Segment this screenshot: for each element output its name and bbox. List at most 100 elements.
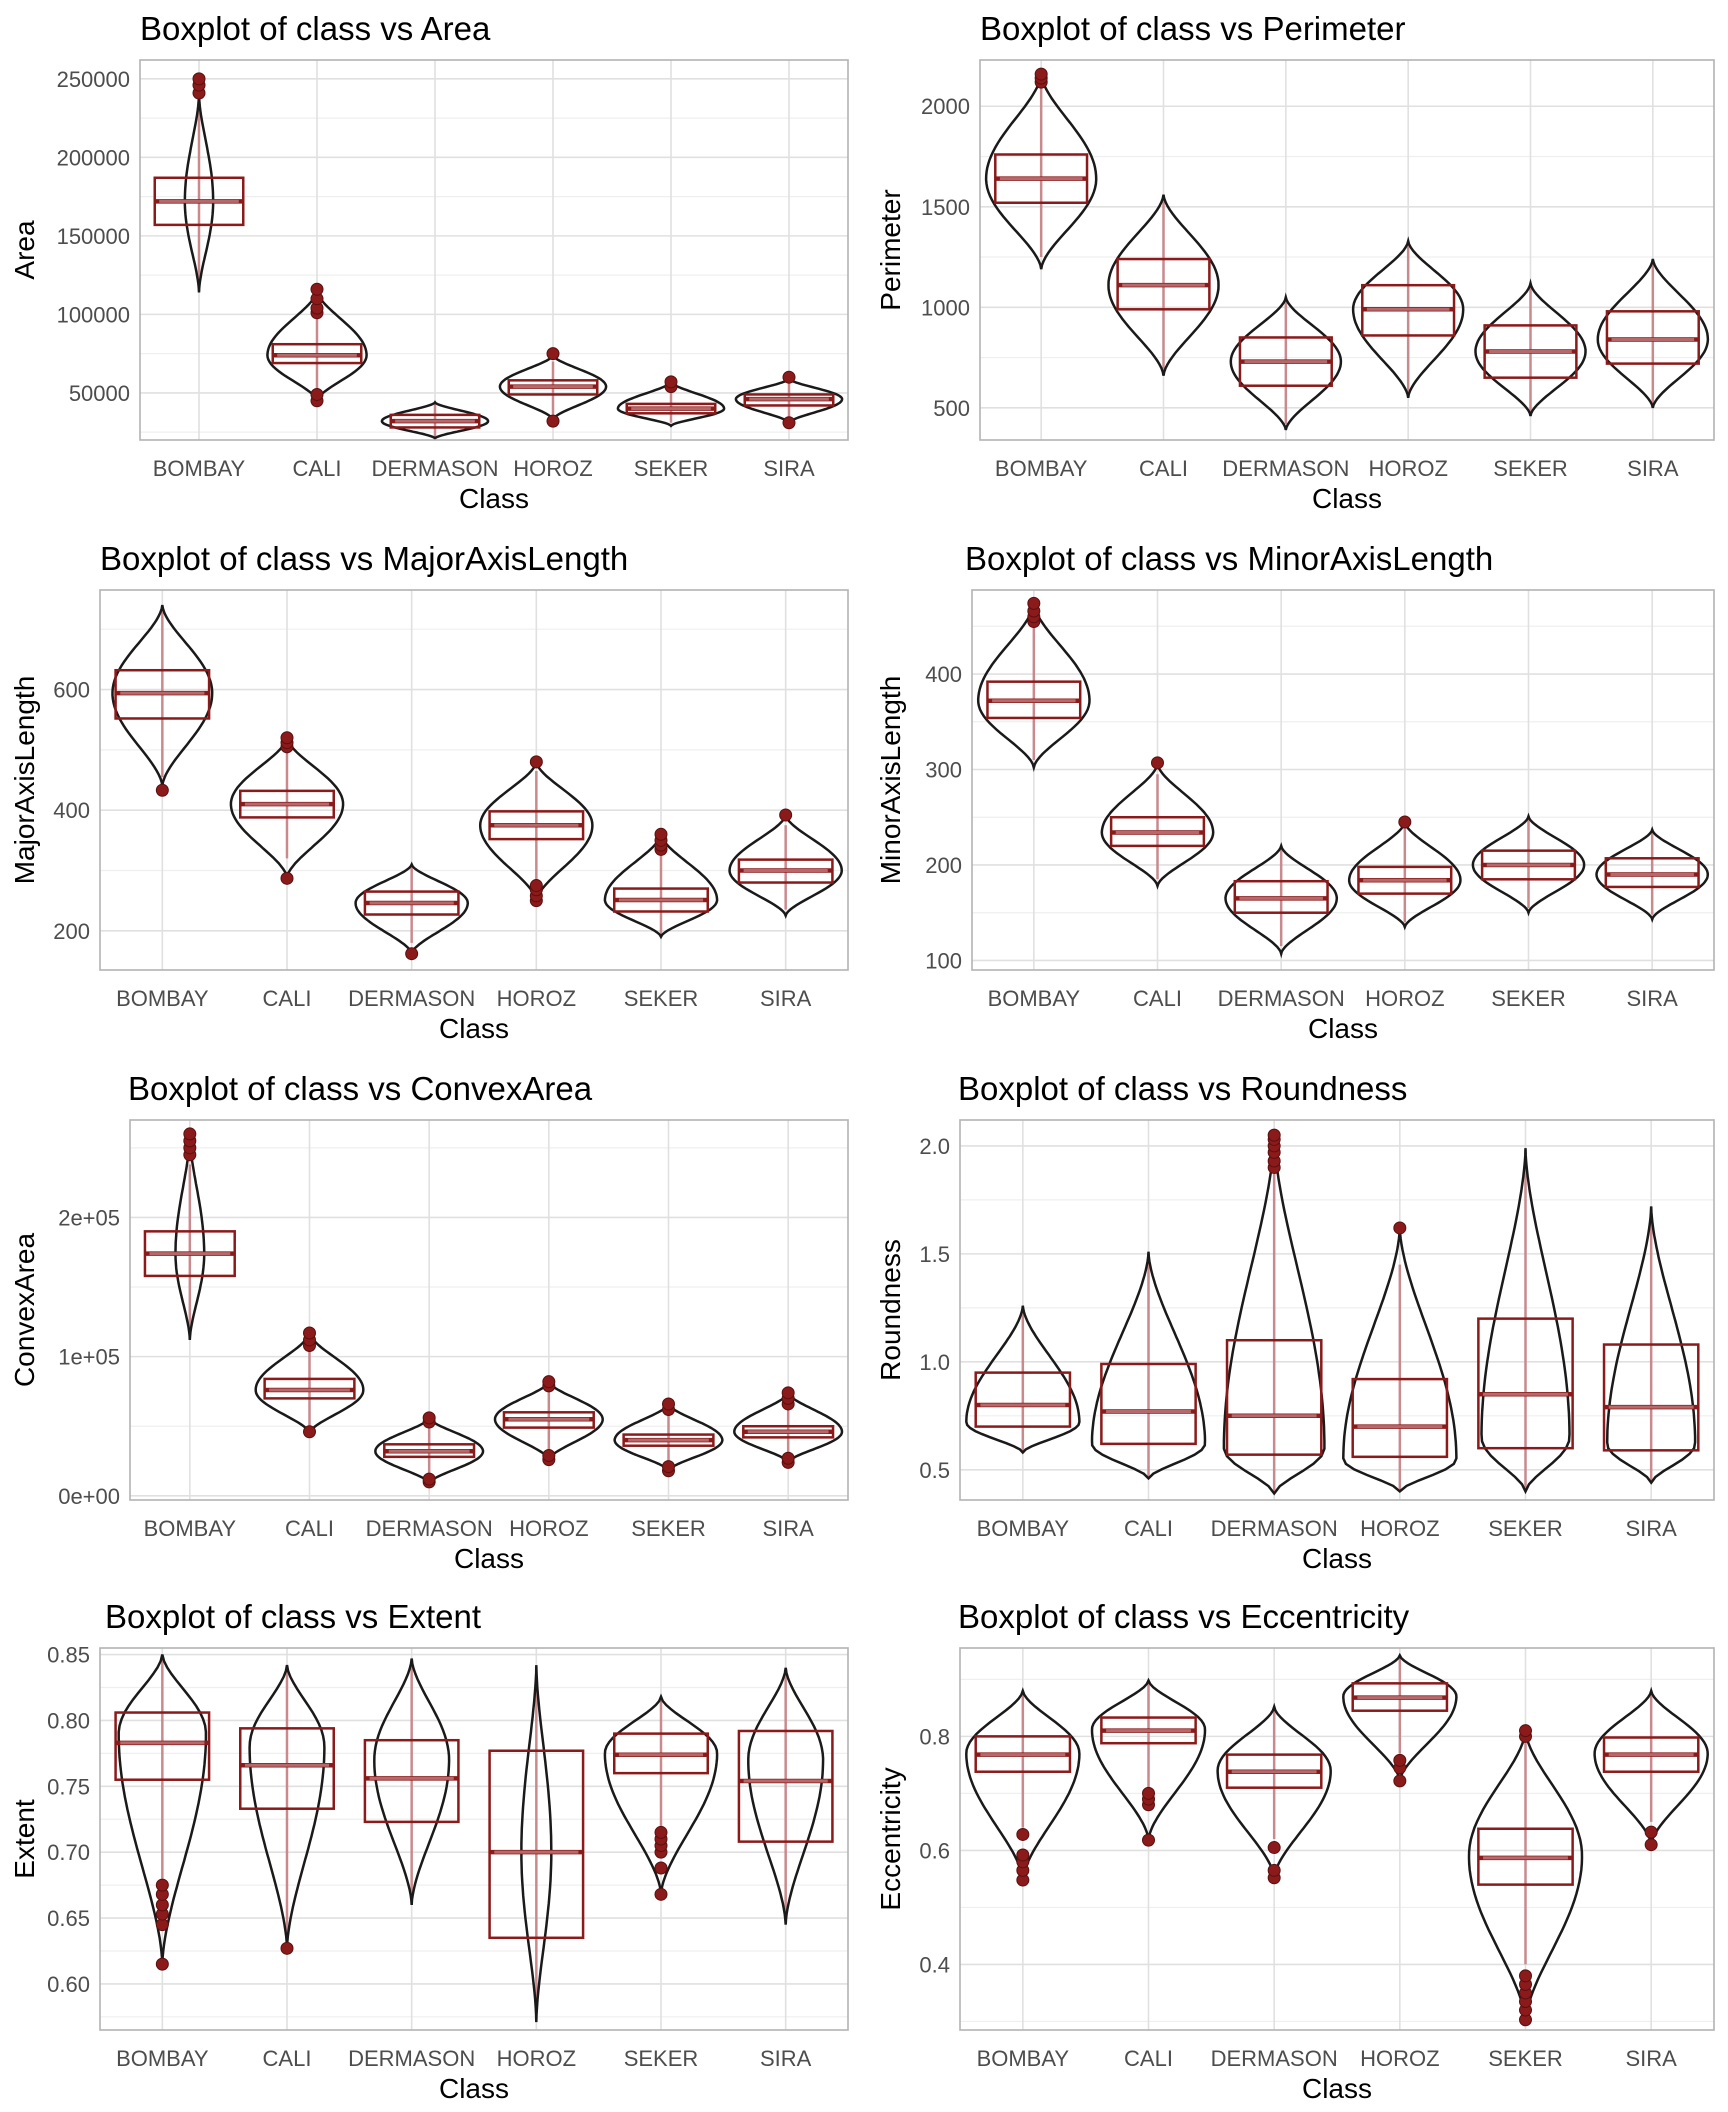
outlier-point <box>782 370 796 384</box>
chart-title: Boxplot of class vs Roundness <box>958 1070 1407 1107</box>
box-group-dermason <box>363 1658 460 1905</box>
x-axis-label: Class <box>1312 483 1382 514</box>
panel-7: 0.60 0.65 0.70 0.75 0.80 0.85 BOMBAY CALI DERMAS… <box>9 1598 849 2104</box>
outlier-point <box>405 947 419 961</box>
y-tick-label: 2.0 <box>919 1134 950 1159</box>
outlier-point <box>1398 815 1412 829</box>
x-tick-label: SIRA <box>760 986 812 1011</box>
y-tick-label: 200 <box>925 853 962 878</box>
y-tick-label: 2000 <box>921 94 970 119</box>
y-axis-label: ConvexArea <box>9 1233 40 1388</box>
x-tick-label: HOROZ <box>1360 2046 1439 2071</box>
box-iqr <box>114 1711 211 1781</box>
outlier-point <box>529 755 543 769</box>
violin-outline <box>1342 1652 1458 1782</box>
y-tick-label: 600 <box>53 678 90 703</box>
box-iqr <box>1225 1338 1323 1456</box>
x-tick-label: DERMASON <box>348 986 475 1011</box>
box-iqr <box>1477 1317 1574 1450</box>
y-tick-label: 500 <box>933 396 970 421</box>
x-tick-label: DERMASON <box>371 456 498 481</box>
chart-title: Boxplot of class vs Extent <box>105 1598 481 1635</box>
y-tick-label: 0e+00 <box>58 1484 120 1509</box>
box-group-seker <box>1471 812 1586 917</box>
y-axis-label: MajorAxisLength <box>9 676 40 885</box>
box-group-bombay <box>984 67 1098 270</box>
box-group-bombay <box>965 1305 1081 1455</box>
x-tick-label: HOROZ <box>497 2046 576 2071</box>
x-tick-label: SIRA <box>1626 986 1678 1011</box>
panel-background <box>100 1648 848 2030</box>
y-tick-label: 0.65 <box>47 1906 90 1931</box>
box-group-dermason <box>380 400 490 441</box>
box-group-seker <box>603 827 719 940</box>
violin-outline <box>117 1654 208 1965</box>
box-group-dermason <box>354 861 470 961</box>
x-tick-label: SIRA <box>1625 2046 1677 2071</box>
y-tick-label: 1.0 <box>919 1350 950 1375</box>
panel-border <box>959 1647 1715 2031</box>
box-iqr <box>1602 1343 1700 1452</box>
x-tick-label: DERMASON <box>1218 986 1345 1011</box>
x-tick-label: CALI <box>285 1516 334 1541</box>
outlier-point <box>546 414 560 428</box>
x-tick-label: SEKER <box>1488 1516 1563 1541</box>
panel-3: 200 400 600 BOMBAY CALI DERMASON HOROZ SEKER SIR… <box>9 540 849 1044</box>
outlier-point <box>1644 1838 1658 1852</box>
box-group-sira <box>734 370 844 430</box>
box-iqr <box>1351 1377 1449 1459</box>
outlier-point <box>1151 756 1164 770</box>
box-group-seker <box>1477 1148 1574 1495</box>
outlier-point <box>654 1825 668 1839</box>
violin-outline <box>1605 1206 1697 1485</box>
outlier-point <box>1142 1833 1155 1847</box>
violin-outline <box>111 604 214 787</box>
y-tick-label: 50000 <box>69 381 130 406</box>
box-group-horoz <box>498 347 608 428</box>
violin-outline <box>1090 1251 1207 1481</box>
box-group-seker <box>1467 1724 1584 2027</box>
box-group-seker <box>603 1693 719 1901</box>
panel-background <box>960 1648 1714 2030</box>
box-group-dermason <box>1229 292 1343 431</box>
chart-title: Boxplot of class vs Perimeter <box>980 10 1406 47</box>
outlier-point <box>1393 1221 1407 1235</box>
violin-outline <box>1224 842 1339 959</box>
x-tick-label: SEKER <box>634 456 709 481</box>
panel-background <box>980 60 1714 440</box>
box-group-dermason <box>1216 1702 1332 1885</box>
box-group-cali <box>1100 756 1215 890</box>
x-tick-label: SIRA <box>763 456 815 481</box>
x-tick-label: DERMASON <box>1211 2046 1338 2071</box>
x-tick-label: CALI <box>293 456 342 481</box>
box-group-seker <box>613 1397 724 1478</box>
violin-outline <box>965 1305 1081 1455</box>
y-axis-label: MinorAxisLength <box>875 676 906 885</box>
box-group-sira <box>1593 1686 1709 1852</box>
y-tick-label: 1000 <box>921 295 970 320</box>
outlier-point <box>310 282 324 296</box>
outlier-point <box>303 1326 316 1340</box>
box-group-sira <box>1596 258 1710 409</box>
x-tick-label: BOMBAY <box>995 456 1088 481</box>
panel-background <box>972 590 1714 970</box>
box-group-sira <box>1595 825 1710 924</box>
y-tick-label: 200000 <box>57 145 130 170</box>
outlier-point <box>546 347 560 361</box>
x-tick-label: DERMASON <box>1222 456 1349 481</box>
x-tick-label: SIRA <box>760 2046 812 2071</box>
box-group-horoz <box>1347 815 1462 931</box>
box-group-horoz <box>1342 1652 1458 1788</box>
box-group-horoz <box>1351 236 1465 399</box>
outlier-point <box>303 1425 316 1439</box>
panel-2: 500 1000 1500 2000 BOMBAY CALI DERMASON HOROZ SE… <box>875 10 1715 514</box>
y-axis-label: Extent <box>9 1799 40 1879</box>
box-group-sira <box>737 1667 834 1925</box>
violin-outline <box>520 1665 553 2023</box>
panel-border <box>959 1119 1715 1501</box>
x-tick-label: SEKER <box>1491 986 1566 1011</box>
outlier-point <box>1644 1825 1658 1839</box>
box-group-cali <box>1107 194 1220 376</box>
panel-5: 0e+00 1e+05 2e+05 BOMBAY CALI DERMASON HOROZ SE… <box>9 1070 849 1574</box>
outlier-point <box>280 731 294 745</box>
